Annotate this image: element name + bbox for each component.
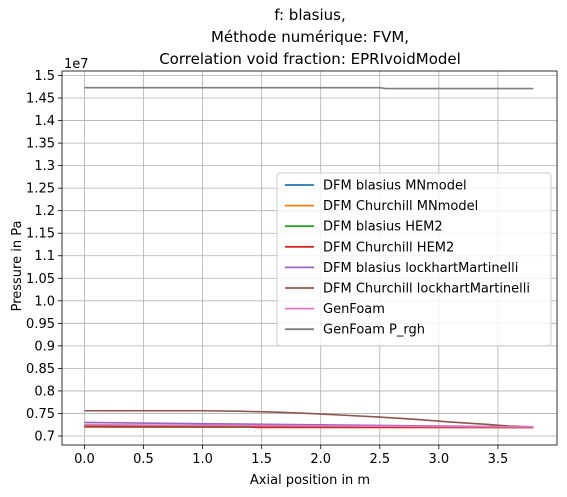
chart-title-line-3: Correlation void fraction: EPRIvoidModel [159, 50, 461, 68]
x-tick-label: 2.0 [310, 452, 331, 467]
legend: DFM blasius MNmodel DFM Churchill MNmodel… [276, 172, 552, 347]
legend-label: DFM blasius lockhartMartinelli [323, 261, 518, 276]
chart-title-line-2: Méthode numérique: FVM, [211, 28, 409, 46]
plot-frame [61, 70, 558, 446]
legend-label: DFM Churchill MNmodel [323, 199, 478, 214]
y-tick-label: 0.85 [26, 362, 55, 377]
legend-label: DFM Churchill HEM2 [323, 240, 454, 255]
series-line [84, 86, 534, 90]
x-tick-label: 3.5 [488, 452, 509, 467]
y-tick-label: 1.4 [34, 114, 55, 129]
series-line [84, 423, 534, 428]
y-tick-label: 1.25 [26, 182, 55, 197]
series-line [84, 409, 534, 428]
y-tick-label: 1.5 [34, 69, 55, 84]
x-tick-label: 2.5 [369, 452, 390, 467]
y-tick-label: 0.9 [34, 339, 55, 354]
chart-title-line-1: f: blasius, [274, 6, 346, 24]
legend-label: DFM blasius HEM2 [323, 220, 443, 235]
y-scale-label: 1e7 [64, 57, 89, 72]
legend-label: GenFoam [323, 302, 385, 317]
y-tick-label: 1.3 [34, 159, 55, 174]
y-tick-label: 0.7 [34, 429, 55, 444]
y-tick-label: 1.15 [26, 227, 55, 242]
legend-label: DFM Churchill lockhartMartinelli [323, 282, 530, 297]
legend-box [276, 172, 552, 347]
legend-label: DFM blasius MNmodel [323, 179, 467, 194]
x-axis-ticks: 0.0 0.5 1.0 1.5 2.0 2.5 3.0 3.5 [74, 445, 508, 467]
y-tick-label: 1.1 [34, 249, 55, 264]
y-tick-label: 1.45 [26, 92, 55, 107]
y-axis-ticks: 0.7 0.75 0.8 0.85 0.9 0.95 1.0 1.05 1.1 1.15 1.2 1.… [26, 69, 62, 444]
y-axis-label: Pressure in Pa [10, 221, 25, 312]
x-tick-label: 1.0 [192, 452, 213, 467]
y-tick-label: 1.0 [34, 294, 55, 309]
y-tick-label: 0.75 [26, 407, 55, 422]
y-tick-label: 1.2 [34, 204, 55, 219]
y-tick-label: 0.95 [26, 317, 55, 332]
series-line [84, 425, 534, 429]
x-tick-label: 0.0 [74, 452, 95, 467]
plot-area-border [61, 70, 558, 446]
series-layer [84, 86, 534, 429]
x-tick-label: 0.5 [133, 452, 154, 467]
x-tick-label: 1.5 [251, 452, 272, 467]
y-tick-label: 1.35 [26, 137, 55, 152]
x-tick-label: 3.0 [429, 452, 450, 467]
y-tick-label: 0.8 [34, 384, 55, 399]
x-axis-label: Axial position in m [250, 473, 370, 488]
legend-label: GenFoam P_rgh [323, 323, 425, 338]
y-tick-label: 1.05 [26, 272, 55, 287]
